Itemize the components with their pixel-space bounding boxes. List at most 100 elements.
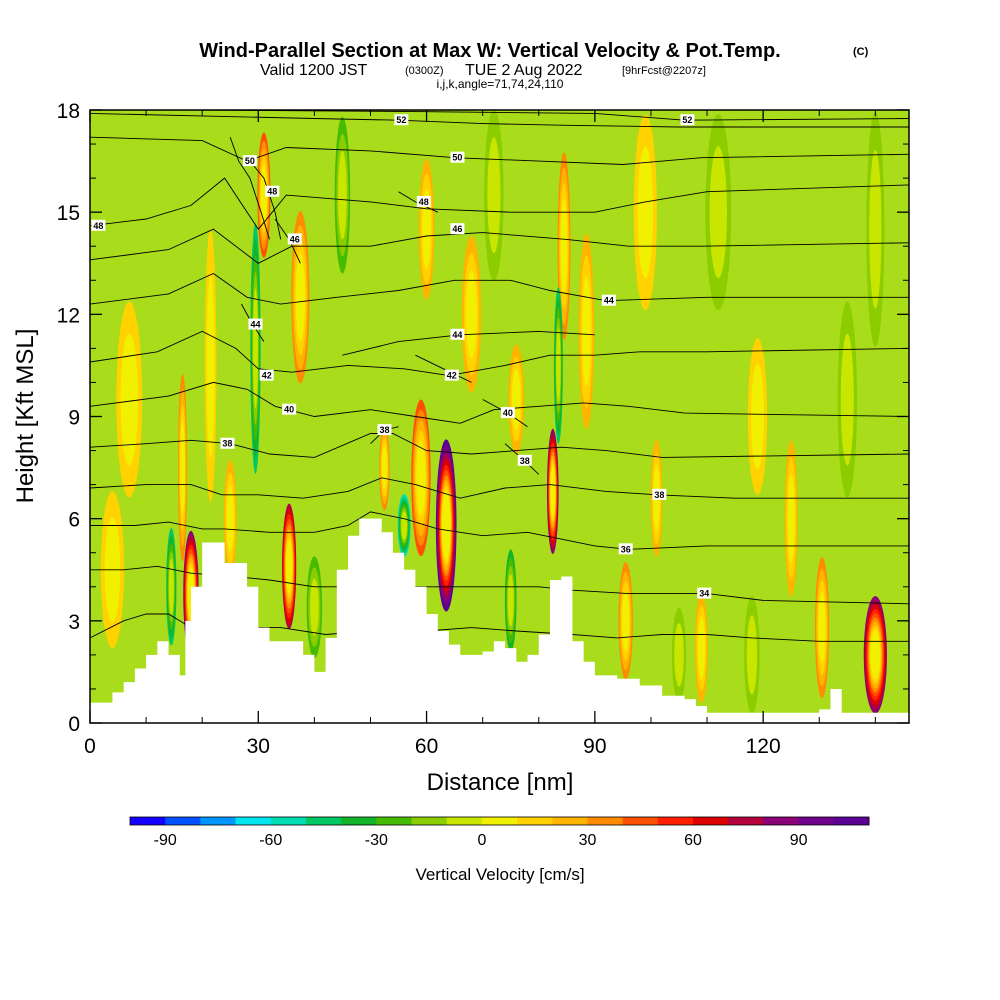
velocity-band: [751, 363, 765, 470]
velocity-cell: [837, 301, 857, 498]
terrain-mask: [90, 518, 909, 723]
colorbar-swatch: [376, 817, 412, 825]
colorbar-swatch: [517, 817, 553, 825]
x-tick-label: 30: [247, 735, 270, 758]
colorbar-swatch: [833, 817, 870, 825]
colorbar-tick-label: -30: [365, 832, 388, 849]
contour-label-box: [450, 223, 465, 235]
contour-label: 48: [265, 185, 280, 197]
velocity-cell: [504, 549, 517, 652]
theta-contour: [398, 191, 438, 213]
colorbar-swatch: [341, 817, 377, 825]
velocity-band: [401, 511, 408, 540]
velocity-cell: [694, 593, 708, 703]
contour-label: 40: [500, 407, 515, 419]
subtitle-valid-time: Valid 1200 JST: [260, 62, 368, 79]
contour-label-box: [601, 294, 616, 306]
contour-label: 38: [652, 488, 667, 500]
velocity-band: [206, 273, 215, 458]
contour-label: 42: [444, 369, 459, 381]
contour-label-text: 38: [222, 439, 232, 449]
velocity-cell: [223, 459, 237, 578]
contour-labels: 52 52 50 50 48 48 48 46 46 44 44 44 42 42 40 40 38 38 38 38…: [91, 114, 712, 599]
contour-label-text: 38: [654, 490, 664, 500]
contour-label-text: 50: [245, 156, 255, 166]
contour-label-box: [517, 454, 532, 466]
y-tick-label: 18: [57, 100, 80, 123]
subtitle-forecast: [9hrFcst@2207z]: [622, 65, 706, 77]
colorbar-swatch: [728, 817, 764, 825]
velocity-cell: [784, 440, 798, 597]
velocity-cell: [578, 233, 595, 430]
x-tick-label: 60: [415, 735, 438, 758]
colorbar-swatch: [200, 817, 236, 825]
velocity-cell: [557, 152, 571, 341]
contour-label: 40: [282, 403, 297, 415]
contour-label: 50: [242, 155, 257, 167]
velocity-cell: [553, 287, 563, 444]
colorbar-tick-label: -60: [259, 832, 282, 849]
velocity-band: [338, 150, 347, 240]
theta-contour: [415, 354, 472, 383]
velocity-cell: [435, 439, 457, 612]
colorbar-tick-label: 0: [477, 832, 486, 849]
velocity-band: [310, 578, 319, 636]
colorbar-swatch: [693, 817, 729, 825]
velocity-band: [260, 165, 267, 226]
colorbar-tick-label: -90: [154, 832, 177, 849]
colorbar-swatch: [165, 817, 201, 825]
velocity-cell: [418, 158, 435, 300]
velocity-band: [674, 623, 684, 687]
y-tick-label: 15: [57, 202, 80, 225]
velocity-band: [818, 591, 826, 664]
contour-label: 44: [601, 294, 616, 306]
velocity-cell: [250, 223, 261, 474]
velocity-band: [556, 327, 561, 403]
contour-label: 48: [91, 219, 106, 231]
contour-label: 34: [697, 587, 712, 599]
contour-label: 52: [680, 114, 695, 126]
velocity-band: [582, 276, 591, 387]
contour-label-box: [377, 424, 392, 436]
velocity-cell: [411, 399, 431, 557]
velocity-band: [870, 630, 881, 680]
contour-label-text: 48: [267, 187, 277, 197]
velocity-cell: [705, 114, 732, 311]
colorbar-swatch: [763, 817, 800, 825]
contour-label: 38: [517, 454, 532, 466]
contour-label-text: 50: [452, 153, 462, 163]
velocity-cell: [863, 596, 887, 714]
contour-label: 46: [450, 223, 465, 235]
velocity-cell: [747, 338, 768, 495]
velocity-cell: [546, 428, 559, 555]
contour-label-text: 44: [604, 296, 614, 306]
colorbar-swatch: [305, 817, 342, 825]
velocity-cell: [397, 494, 411, 557]
velocity-cell: [633, 114, 657, 311]
contour-label-text: 40: [284, 405, 294, 415]
subtitle-date: TUE 2 Aug 2022: [465, 62, 583, 79]
contour-label: 46: [287, 233, 302, 245]
colorbar-swatch: [587, 817, 624, 825]
y-tick-label: 0: [68, 713, 80, 736]
velocity-band: [787, 474, 795, 563]
velocity-band: [465, 270, 477, 359]
velocity-band: [560, 198, 568, 295]
x-tick-label: 90: [583, 735, 606, 758]
velocity-cell: [379, 424, 390, 511]
colorbar-swatch: [481, 817, 518, 825]
velocity-cell: [866, 111, 885, 347]
contour-label-box: [282, 403, 297, 415]
x-tick-label: 0: [84, 735, 96, 758]
contour-label-box: [444, 369, 459, 381]
contour-label: 50: [450, 151, 465, 163]
contour-label-box: [91, 219, 106, 231]
contour-label-box: [242, 155, 257, 167]
velocity-band: [697, 617, 706, 680]
velocity-cell: [461, 236, 482, 393]
contour-label-text: 36: [621, 544, 631, 554]
colorbar-tick-label: 90: [790, 832, 808, 849]
contour-label-box: [220, 437, 235, 449]
contour-label-text: 40: [503, 408, 513, 418]
